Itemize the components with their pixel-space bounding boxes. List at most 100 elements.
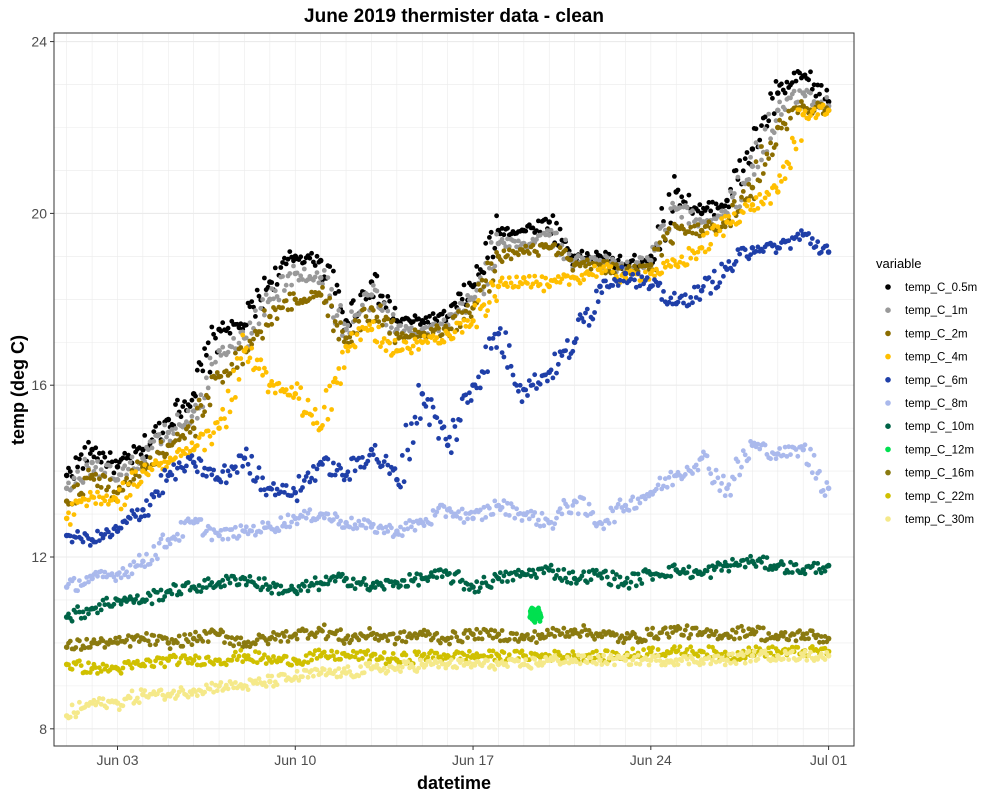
data-point-trace <box>822 493 828 498</box>
data-point-trace <box>659 206 665 211</box>
data-point-trace <box>282 672 287 677</box>
data-point-trace <box>735 247 741 253</box>
data-point-trace <box>307 255 313 261</box>
data-point-trace <box>272 529 278 535</box>
data-point-trace <box>788 95 793 101</box>
data-point-trace <box>692 284 697 290</box>
data-point-trace <box>211 430 217 436</box>
data-point-trace <box>104 595 109 601</box>
data-point-trace <box>169 637 175 642</box>
data-point-trace <box>773 657 779 663</box>
data-point-trace <box>169 472 175 478</box>
data-point-trace <box>396 635 402 641</box>
data-point-trace <box>485 281 490 287</box>
data-point-trace <box>358 664 363 669</box>
data-point-trace <box>367 520 372 525</box>
data-point-trace <box>559 511 565 517</box>
data-point-trace <box>704 223 710 229</box>
data-point-trace <box>127 492 133 498</box>
data-point-trace <box>196 435 202 441</box>
data-point-trace <box>294 668 300 674</box>
data-point-trace <box>465 635 470 641</box>
data-point-trace <box>701 232 706 238</box>
data-point-trace <box>652 654 657 660</box>
data-point-trace <box>356 518 362 524</box>
data-point-trace <box>231 336 237 341</box>
data-point-trace <box>149 557 155 563</box>
data-point-trace <box>519 281 525 287</box>
data-point-trace <box>389 656 394 661</box>
data-point-trace <box>283 524 289 530</box>
data-point-trace <box>135 459 140 465</box>
data-point-trace <box>791 632 797 637</box>
data-point-trace <box>229 657 235 663</box>
data-point-trace <box>802 93 808 99</box>
legend-label: temp_C_4m <box>905 352 968 364</box>
data-point-trace <box>550 568 556 574</box>
data-point-trace <box>753 564 759 569</box>
data-point-trace <box>664 631 670 636</box>
data-point-trace <box>581 653 587 659</box>
data-point-trace <box>708 471 714 477</box>
data-point-trace <box>584 513 590 518</box>
data-point-trace <box>198 517 204 522</box>
data-point-trace <box>182 399 188 404</box>
data-point-trace <box>483 278 489 284</box>
data-point-trace <box>298 254 304 260</box>
data-point-trace <box>274 316 280 322</box>
data-point-trace <box>715 224 721 230</box>
data-point-trace <box>147 455 153 460</box>
data-point-trace <box>552 242 558 247</box>
data-point-trace <box>180 534 186 539</box>
data-point-trace <box>777 245 782 251</box>
data-point <box>622 502 629 509</box>
data-point-trace <box>617 574 623 580</box>
data-point-trace <box>748 207 753 213</box>
data-point <box>597 283 603 290</box>
data-point <box>597 657 603 663</box>
data-point-trace <box>548 227 554 233</box>
data-point-trace <box>690 300 695 306</box>
data-point-trace <box>802 72 808 78</box>
data-point-trace <box>233 576 238 582</box>
data-point-trace <box>229 635 235 641</box>
data-point-trace <box>314 656 320 661</box>
data-point-trace <box>243 335 249 341</box>
data-point-trace <box>213 335 218 341</box>
data-point-trace <box>552 351 558 357</box>
data-point-trace <box>274 486 280 492</box>
data-point-trace <box>309 475 314 481</box>
data-point-trace <box>684 205 690 211</box>
data-point-trace <box>338 627 343 633</box>
data-point-trace <box>782 107 788 113</box>
data-point-trace <box>476 589 481 594</box>
data-point-trace <box>245 359 251 365</box>
data-point-trace <box>200 472 206 478</box>
data-point-trace <box>311 673 316 679</box>
data-point-trace <box>202 465 208 471</box>
data-point-trace <box>818 634 824 639</box>
data-point-trace <box>779 81 784 87</box>
data-point-trace <box>730 194 735 200</box>
data-point <box>190 459 197 466</box>
data-point <box>495 575 502 582</box>
data-point-trace <box>247 355 253 361</box>
data-point-trace <box>269 634 275 640</box>
data-point-trace <box>209 324 215 330</box>
data-point-trace <box>655 653 661 659</box>
data-point-trace <box>98 531 104 537</box>
data-point-trace <box>367 452 372 458</box>
data-point-trace <box>272 636 278 642</box>
data-point-trace <box>737 204 743 210</box>
data-point-trace <box>740 653 746 659</box>
data-point-trace <box>746 456 752 462</box>
data-point-trace <box>118 525 124 531</box>
data-point <box>470 584 476 590</box>
data-point-trace <box>271 296 276 302</box>
data-point <box>825 562 832 569</box>
data-point-trace <box>508 256 514 262</box>
data-point-trace <box>389 525 394 531</box>
data-point-trace <box>151 633 157 638</box>
data-point-trace <box>492 628 498 634</box>
data-point-trace <box>256 465 262 471</box>
